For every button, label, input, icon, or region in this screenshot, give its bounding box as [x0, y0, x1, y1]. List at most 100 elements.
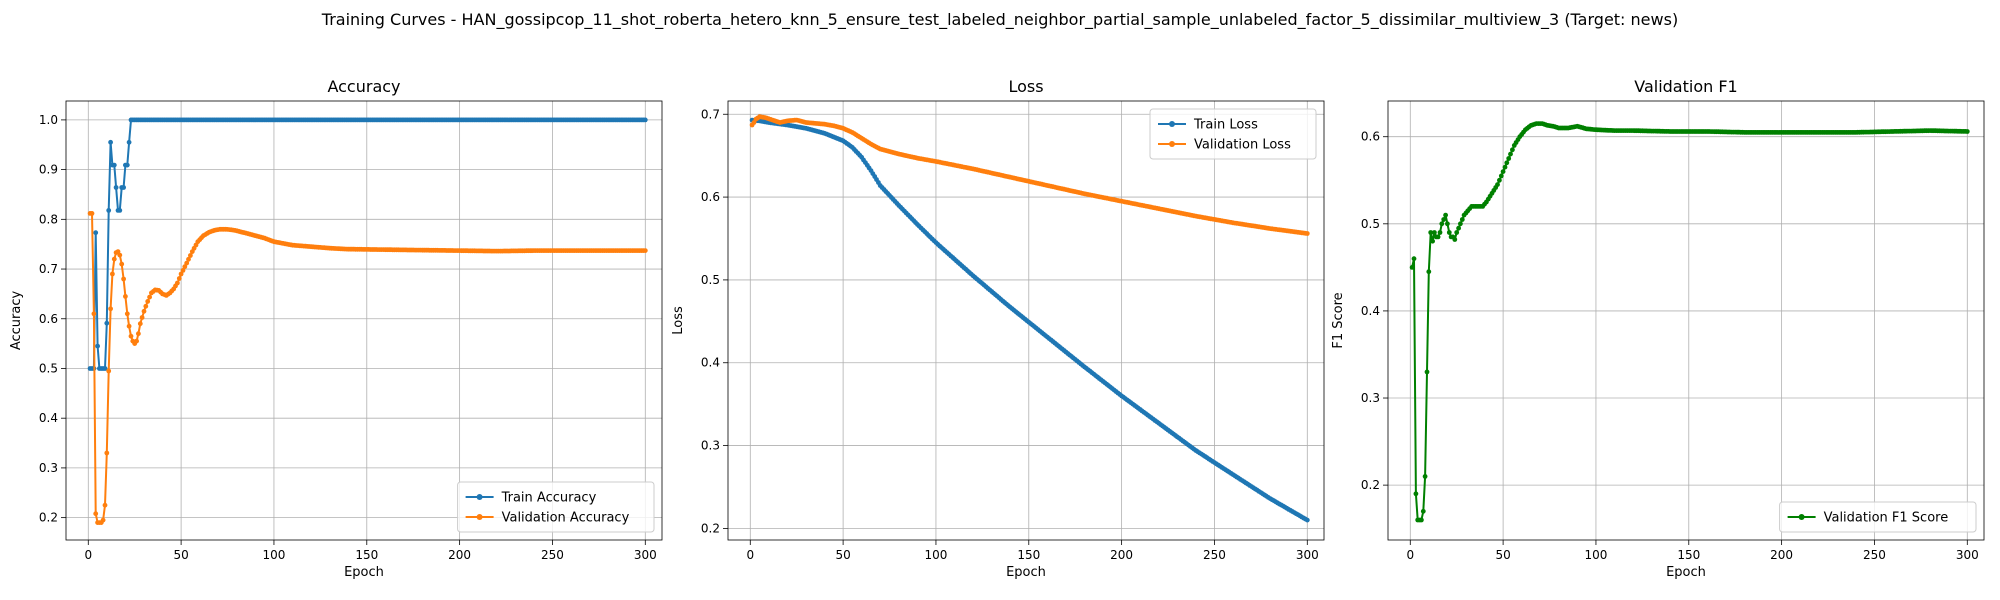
f1-series-line: [1411, 122, 1968, 521]
f1-data-point: [1502, 164, 1508, 170]
f1-data-point: [1437, 230, 1443, 235]
f1-data-point: [1459, 217, 1465, 222]
loss-ytick-label: 0.5: [701, 273, 720, 287]
accuracy-data-point: [128, 333, 134, 339]
f1-legend-box: [1779, 501, 1977, 533]
accuracy-data-point: [642, 248, 648, 254]
accuracy-data-point: [102, 502, 108, 508]
f1-data-point: [1498, 173, 1504, 179]
accuracy-data-point: [188, 253, 193, 258]
f1-data-point: [1495, 182, 1500, 188]
f1-data-point: [1504, 160, 1510, 166]
f1-ytick-label: 0.6: [1361, 130, 1380, 144]
accuracy-series-line: [90, 212, 646, 524]
accuracy-title: Accuracy: [327, 77, 400, 96]
f1-data-point: [1964, 129, 1970, 134]
f1-data-point: [1439, 221, 1445, 227]
f1-series-0: [1409, 121, 1970, 523]
loss-ylabel: Loss: [671, 306, 686, 335]
accuracy-data-point: [182, 264, 188, 270]
loss-xtick-label: 200: [1110, 548, 1133, 562]
accuracy-data-point: [93, 511, 99, 517]
accuracy-data-point: [91, 311, 97, 317]
f1-data-point: [1443, 212, 1448, 218]
f1-ytick-label: 0.2: [1361, 478, 1380, 492]
loss-xtick-label: 300: [1296, 548, 1319, 562]
loss-xtick-label: 50: [835, 548, 850, 562]
accuracy-data-point: [134, 338, 140, 344]
f1-data-point: [1411, 256, 1417, 262]
f1-data-point: [1420, 508, 1426, 514]
loss-legend-label: Validation Loss: [1194, 138, 1291, 153]
accuracy-data-point: [95, 343, 100, 349]
loss-xtick-label: 100: [924, 548, 947, 562]
f1-xtick-label: 0: [1406, 548, 1414, 562]
f1-data-point: [1500, 169, 1506, 175]
loss-data-point: [1304, 231, 1310, 236]
accuracy-data-point: [124, 311, 130, 317]
f1-data-point: [1445, 221, 1450, 227]
loss-legend-marker: [1169, 141, 1175, 147]
loss-ytick-label: 0.2: [701, 521, 720, 535]
accuracy-data-point: [111, 256, 117, 262]
accuracy-xtick-label: 50: [173, 548, 188, 562]
accuracy-ytick-label: 0.2: [39, 511, 58, 525]
accuracy-ytick-label: 0.6: [39, 312, 58, 326]
f1-axes-frame: [1387, 100, 1985, 541]
accuracy-series-0: [87, 117, 648, 371]
accuracy-data-point: [104, 450, 110, 456]
accuracy-data-point: [642, 117, 648, 123]
f1-title: Validation F1: [1634, 77, 1737, 96]
accuracy-data-point: [137, 321, 143, 327]
loss-ytick-label: 0.6: [701, 190, 720, 204]
accuracy-series-line: [90, 118, 646, 370]
accuracy-data-point: [100, 517, 106, 523]
loss-legend-marker: [1169, 121, 1175, 127]
loss-ytick-label: 0.7: [701, 107, 720, 121]
f1-ytick-label: 0.5: [1361, 217, 1380, 231]
accuracy-data-point: [106, 368, 112, 374]
accuracy-data-point: [126, 323, 132, 329]
accuracy-data-point: [143, 303, 149, 309]
f1-xtick-label: 200: [1770, 548, 1793, 562]
loss-ytick-label: 0.4: [701, 356, 720, 370]
accuracy-data-point: [147, 294, 153, 300]
f1-data-point: [1435, 234, 1441, 240]
f1-xtick-label: 250: [1863, 548, 1886, 562]
accuracy-data-point: [139, 315, 145, 320]
f1-data-point: [1452, 237, 1458, 242]
accuracy-data-point: [176, 276, 182, 281]
accuracy-ytick-label: 0.5: [39, 361, 58, 375]
loss-legend-box: [1149, 108, 1317, 160]
accuracy-data-point: [126, 139, 132, 145]
accuracy-data-point: [113, 185, 119, 190]
accuracy-data-point: [119, 261, 125, 267]
f1-data-point: [1508, 151, 1513, 157]
accuracy-data-point: [117, 208, 123, 213]
accuracy-data-point: [111, 162, 117, 168]
f1-data-point: [1430, 238, 1435, 244]
f1-data-point: [1419, 517, 1424, 523]
loss-axes-frame: [727, 100, 1325, 541]
f1-data-point: [1454, 230, 1460, 235]
f1-ytick-label: 0.4: [1361, 304, 1380, 318]
f1-xtick-label: 50: [1495, 548, 1510, 562]
accuracy-xtick-label: 200: [448, 548, 471, 562]
f1-xtick-label: 300: [1956, 548, 1979, 562]
loss-xtick-label: 250: [1203, 548, 1226, 562]
loss-ytick-label: 0.3: [701, 439, 720, 453]
loss-legend: Train Loss Validation Loss: [1149, 108, 1317, 160]
accuracy-data-point: [121, 276, 126, 282]
f1-data-point: [1413, 491, 1419, 497]
f1-data-point: [1458, 221, 1463, 227]
accuracy-data-point: [123, 294, 128, 299]
f1-ylabel: F1 Score: [1331, 292, 1346, 348]
accuracy-data-point: [121, 185, 126, 190]
accuracy-ytick-label: 0.8: [39, 212, 58, 226]
f1-data-point: [1497, 177, 1502, 183]
accuracy-panel: Accuracy Epoch Accuracy 0 50 100 150 200 250 3…: [9, 77, 663, 580]
f1-panel: Validation F1 Epoch F1 Score 0 50 100 150 20…: [1331, 77, 1985, 580]
accuracy-data-point: [175, 280, 180, 286]
loss-title: Loss: [1008, 77, 1043, 96]
